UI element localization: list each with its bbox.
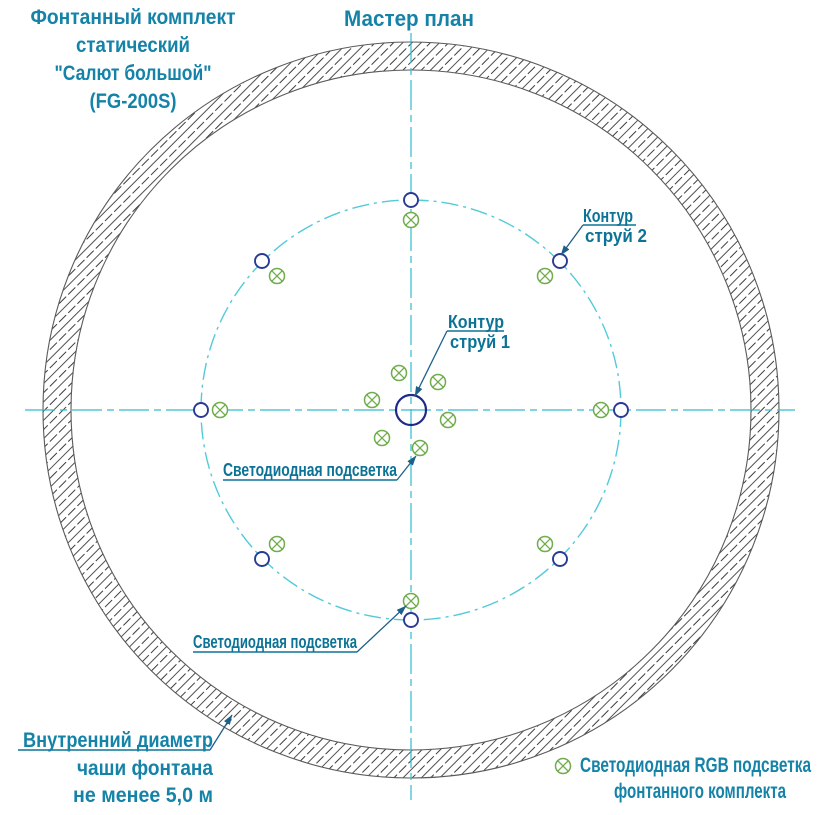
led-marker [429, 373, 447, 391]
product-line-1: Фонтанный комплект [31, 6, 236, 29]
jet-marker [403, 612, 419, 628]
led-marker [373, 429, 391, 447]
contour2-callout: Контур струй 2 [583, 206, 647, 246]
diameter-line-1: Внутренний диаметр [23, 729, 213, 752]
jet-contour-1-circle [394, 393, 428, 427]
legend-line-1: Светодиодная RGB подсветка [580, 754, 811, 777]
jet-marker [403, 192, 419, 208]
jet-marker [613, 402, 629, 418]
drawing-title: Мастер план [344, 6, 474, 31]
led-marker [402, 211, 420, 229]
jet-marker [552, 253, 568, 269]
led-marker [363, 391, 381, 409]
product-line-2: статический [76, 34, 190, 57]
jet-marker [552, 551, 568, 567]
centerlines [25, 33, 795, 800]
diameter-line-2: чаши фонтана [77, 757, 213, 780]
led-marker [411, 439, 429, 457]
jet-marker [193, 402, 209, 418]
product-title-block: Фонтанный комплект статический "Салют бо… [31, 6, 236, 113]
led-callout-upper: Светодиодная подсветка [223, 460, 398, 480]
legend: Светодиодная RGB подсветка фонтанного ко… [554, 754, 811, 803]
contour2-label-line1: Контур [583, 206, 633, 226]
led-marker [439, 411, 457, 429]
product-line-3: "Салют большой" [55, 62, 212, 85]
legend-line-2: фонтанного комплекта [614, 780, 786, 803]
led-rgb-legend-icon [554, 757, 572, 775]
led-marker [211, 401, 229, 419]
leader-led-upper [396, 455, 417, 481]
led-marker [592, 401, 610, 419]
led-marker [268, 267, 286, 285]
label-underlines [18, 224, 636, 751]
jets-contour-2 [193, 192, 629, 628]
leader-led-lower [356, 605, 407, 653]
product-line-4: (FG-200S) [90, 90, 177, 113]
contour2-label-line2: струй 2 [585, 226, 647, 246]
jet-marker [254, 253, 270, 269]
jet-marker [254, 551, 270, 567]
led-marker [268, 535, 286, 553]
leader-diameter [209, 714, 233, 751]
led-marker [536, 267, 554, 285]
diameter-line-3: не менее 5,0 м [73, 784, 213, 807]
leader-contour2 [560, 224, 584, 256]
diameter-note-block: Внутренний диаметр чаши фонтана не менее… [23, 729, 213, 807]
contour1-label-line2: струй 1 [450, 332, 510, 352]
led-marker [390, 364, 408, 382]
contour1-callout: Контур струй 1 [448, 312, 510, 352]
leader-contour1 [414, 330, 448, 397]
contour1-label-line1: Контур [448, 312, 504, 332]
led-marker [536, 535, 554, 553]
led-callout-lower: Светодиодная подсветка [193, 632, 358, 652]
leader-lines [209, 224, 584, 751]
